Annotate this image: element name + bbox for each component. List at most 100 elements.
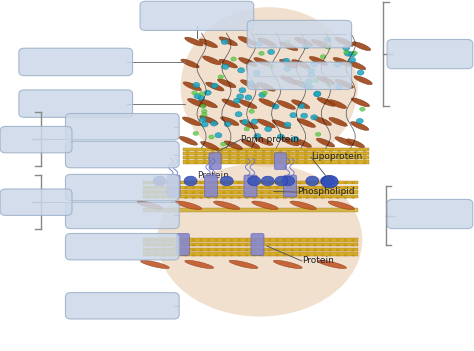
Circle shape xyxy=(176,244,180,246)
Circle shape xyxy=(334,62,341,67)
Circle shape xyxy=(214,254,218,257)
Circle shape xyxy=(313,249,317,251)
Circle shape xyxy=(291,196,294,199)
Circle shape xyxy=(222,191,226,194)
Circle shape xyxy=(254,133,261,139)
Circle shape xyxy=(214,181,218,184)
Circle shape xyxy=(351,191,355,194)
Ellipse shape xyxy=(354,76,372,85)
Text: Protein: Protein xyxy=(302,257,334,265)
Ellipse shape xyxy=(335,38,354,46)
Ellipse shape xyxy=(281,137,299,146)
Circle shape xyxy=(245,95,252,100)
Ellipse shape xyxy=(352,42,371,51)
FancyBboxPatch shape xyxy=(247,20,352,48)
Circle shape xyxy=(283,244,286,246)
Circle shape xyxy=(229,196,233,199)
Circle shape xyxy=(245,196,248,199)
Circle shape xyxy=(193,82,200,88)
Circle shape xyxy=(336,244,340,246)
Ellipse shape xyxy=(199,39,218,48)
Circle shape xyxy=(251,119,258,124)
Circle shape xyxy=(169,244,173,246)
Circle shape xyxy=(283,196,286,199)
Circle shape xyxy=(351,249,355,251)
Circle shape xyxy=(344,186,347,189)
Ellipse shape xyxy=(238,58,257,66)
Ellipse shape xyxy=(200,115,218,125)
Text: Phospholipid: Phospholipid xyxy=(297,187,355,196)
Circle shape xyxy=(262,91,267,95)
Circle shape xyxy=(260,249,264,251)
Circle shape xyxy=(245,181,248,184)
Ellipse shape xyxy=(175,201,202,210)
Ellipse shape xyxy=(183,82,201,91)
Ellipse shape xyxy=(292,100,310,109)
Circle shape xyxy=(283,181,286,184)
Circle shape xyxy=(210,121,218,126)
FancyBboxPatch shape xyxy=(65,293,179,319)
Circle shape xyxy=(191,196,195,199)
Ellipse shape xyxy=(316,76,335,85)
Circle shape xyxy=(260,186,264,189)
Circle shape xyxy=(275,249,279,251)
Circle shape xyxy=(279,154,282,157)
Circle shape xyxy=(313,244,317,246)
FancyBboxPatch shape xyxy=(0,126,72,153)
Circle shape xyxy=(169,239,173,241)
Circle shape xyxy=(253,181,256,184)
Circle shape xyxy=(154,186,157,189)
Circle shape xyxy=(275,191,279,194)
Circle shape xyxy=(161,186,165,189)
Circle shape xyxy=(204,90,211,95)
Circle shape xyxy=(229,181,233,184)
Circle shape xyxy=(146,191,150,194)
Ellipse shape xyxy=(328,100,346,108)
Circle shape xyxy=(222,249,226,251)
FancyBboxPatch shape xyxy=(283,175,297,197)
FancyBboxPatch shape xyxy=(143,243,358,246)
Circle shape xyxy=(301,113,308,118)
Circle shape xyxy=(337,150,341,153)
FancyBboxPatch shape xyxy=(143,186,358,189)
Ellipse shape xyxy=(311,39,330,48)
Ellipse shape xyxy=(309,57,328,65)
Circle shape xyxy=(176,186,180,189)
Circle shape xyxy=(161,244,165,246)
Ellipse shape xyxy=(313,117,332,125)
Circle shape xyxy=(351,244,355,246)
Circle shape xyxy=(279,150,282,153)
FancyBboxPatch shape xyxy=(176,233,190,256)
Ellipse shape xyxy=(220,117,239,126)
Ellipse shape xyxy=(240,80,259,89)
Text: Lipoprotein: Lipoprotein xyxy=(311,152,362,161)
Ellipse shape xyxy=(351,98,370,107)
Circle shape xyxy=(253,249,256,251)
Ellipse shape xyxy=(222,99,240,108)
FancyBboxPatch shape xyxy=(65,174,179,201)
Circle shape xyxy=(314,92,320,97)
Circle shape xyxy=(298,239,302,241)
Circle shape xyxy=(222,239,226,241)
Circle shape xyxy=(245,186,248,189)
Circle shape xyxy=(306,181,310,184)
Circle shape xyxy=(295,158,299,160)
Circle shape xyxy=(315,132,321,137)
Circle shape xyxy=(262,150,265,153)
Circle shape xyxy=(313,181,317,184)
Circle shape xyxy=(351,186,355,189)
Circle shape xyxy=(345,51,351,56)
Circle shape xyxy=(211,154,215,157)
Ellipse shape xyxy=(181,7,358,167)
Circle shape xyxy=(253,239,256,241)
Circle shape xyxy=(328,186,332,189)
Circle shape xyxy=(344,254,347,257)
FancyBboxPatch shape xyxy=(183,160,369,164)
Circle shape xyxy=(270,154,274,157)
Circle shape xyxy=(207,254,210,257)
Circle shape xyxy=(313,254,317,257)
Circle shape xyxy=(324,37,331,42)
Circle shape xyxy=(245,161,248,164)
Circle shape xyxy=(169,249,173,251)
Circle shape xyxy=(214,239,218,241)
